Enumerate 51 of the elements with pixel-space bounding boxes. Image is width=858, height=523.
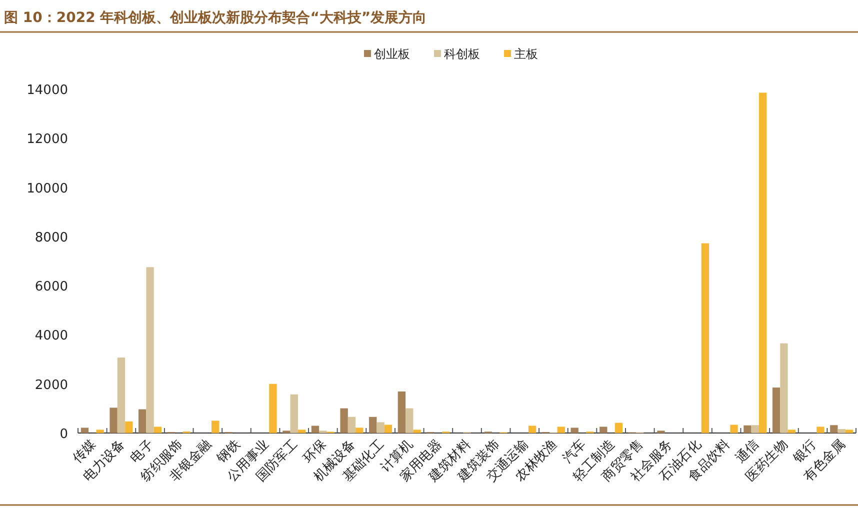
bar [376,422,384,433]
bar [96,430,104,433]
bar [212,420,220,433]
bar [80,428,89,433]
bar [780,343,788,433]
bar [269,384,277,433]
legend-label: 创业板 [374,47,410,61]
bar [830,425,838,433]
bar [117,358,126,433]
legend-label: 主板 [514,47,538,61]
bar [528,426,536,433]
bar [110,408,118,433]
bar [146,267,154,433]
bar [614,422,623,433]
bar [154,426,162,433]
bar [751,425,759,433]
legend-label: 科创板 [444,47,480,61]
bar [772,388,780,433]
bar [384,424,392,433]
y-tick-label: 0 [60,427,68,442]
bar [369,416,377,433]
bar [298,430,306,433]
chart-title: 图 10：2022 年科创板、创业板次新股分布契合“大科技”发展方向 [4,9,427,26]
bar [600,426,608,433]
bar [838,429,846,433]
bar [413,430,421,433]
bar [290,394,298,433]
bar [311,426,320,433]
bar [758,92,767,433]
bar [406,408,414,433]
bar [730,424,738,433]
bar [701,243,710,433]
bar [570,428,578,433]
y-tick-label: 14000 [26,83,68,98]
bar [348,416,356,433]
bar [340,408,348,433]
bar [356,428,364,433]
bar [138,409,146,433]
bar [125,421,133,433]
bar [788,430,796,433]
y-tick-label: 4000 [34,328,68,344]
y-tick-label: 8000 [34,230,68,246]
y-tick-label: 2000 [34,378,68,393]
bar [816,426,824,433]
bar [398,391,406,433]
y-tick-label: 10000 [26,181,68,196]
y-tick-label: 6000 [34,280,68,295]
bar [744,425,752,433]
y-tick-label: 12000 [26,132,68,148]
bar [557,426,565,433]
bar [845,430,854,433]
